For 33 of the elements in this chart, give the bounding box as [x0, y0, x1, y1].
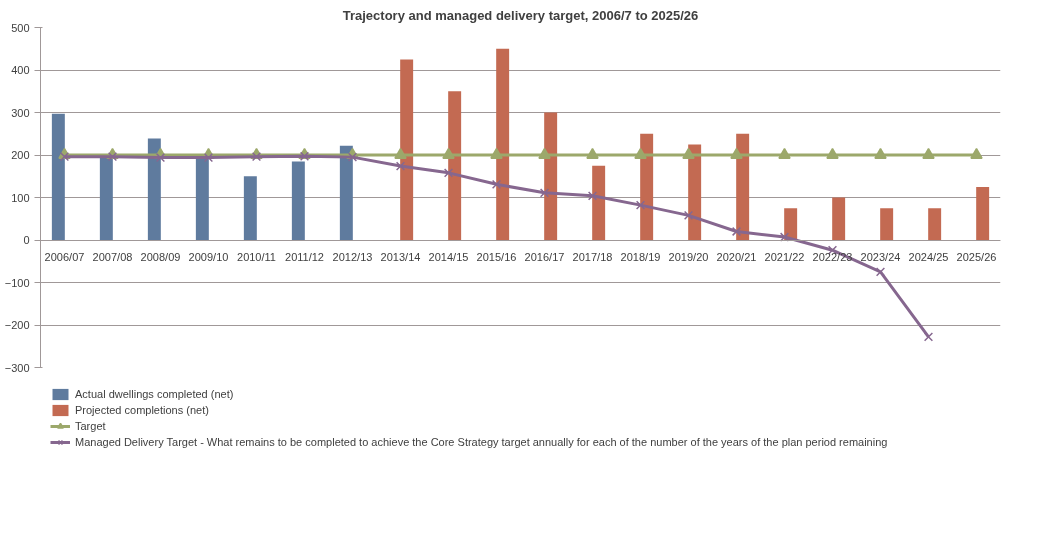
- x-tick-label: 2024/25: [908, 251, 949, 263]
- x-tick-label: 2013/14: [380, 251, 421, 263]
- x-tick-label: 2021/22: [764, 251, 805, 263]
- x-tick-label: 2020/21: [716, 251, 757, 263]
- x-tick-label: 2015/16: [476, 251, 517, 263]
- x-tick-label: 2019/20: [668, 251, 709, 263]
- y-tick-label: −300: [4, 361, 30, 374]
- x-tick-label: 2009/10: [188, 251, 229, 263]
- x-tick-label: 2023/24: [860, 251, 901, 263]
- y-tick-label: −200: [4, 319, 30, 331]
- x-tick-label: 2006/07: [44, 251, 85, 263]
- x-tick-label: 2018/19: [620, 251, 661, 263]
- x-tick-label: 2008/09: [140, 251, 181, 263]
- y-tick-label: 0: [23, 234, 30, 246]
- chart-title: Trajectory and managed delivery target, 2006/7 to 2025/26: [342, 7, 699, 23]
- x-tick-label: 2010/11: [237, 251, 276, 263]
- legend-label: Projected completions (net): [75, 403, 209, 417]
- legend-label: Actual dwellings completed (net): [75, 387, 234, 401]
- x-tick-label: 2017/18: [572, 251, 613, 263]
- y-tick-label: 200: [11, 149, 30, 161]
- y-tick-label: 100: [11, 191, 30, 204]
- y-tick-label: 300: [11, 106, 30, 119]
- x-tick-label: 2007/08: [92, 251, 133, 263]
- y-tick-label: −100: [4, 276, 30, 289]
- x-tick-label: 2014/15: [428, 251, 469, 263]
- x-tick-label: 2016/17: [524, 251, 565, 263]
- x-tick-label: 2025/26: [956, 251, 997, 263]
- x-tick-label: 2011/12: [285, 251, 324, 263]
- x-tick-label: 2012/13: [332, 251, 373, 263]
- y-tick-label: 400: [11, 64, 30, 76]
- legend-label: Managed Delivery Target - What remains to be completed to achieve the Core Strategy target annually for each of the number of the years of the plan period remaining: [75, 435, 888, 449]
- y-tick-label: 500: [11, 21, 30, 34]
- legend-label: Target: [75, 419, 106, 433]
